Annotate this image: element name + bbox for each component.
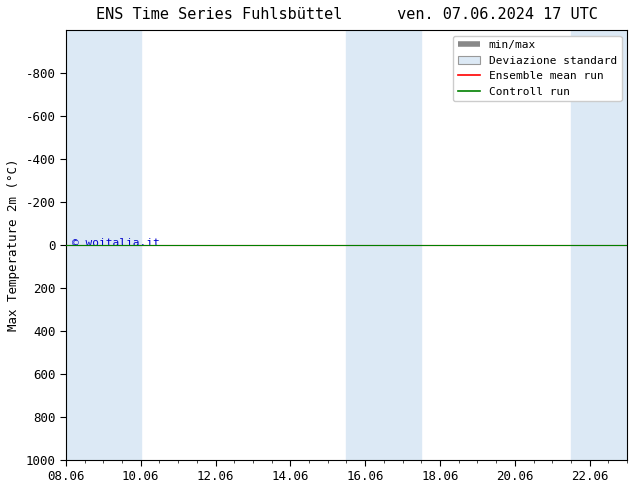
Title: ENS Time Series Fuhlsbüttel      ven. 07.06.2024 17 UTC: ENS Time Series Fuhlsbüttel ven. 07.06.2… [96, 7, 597, 22]
Bar [66, 30, 103, 460]
Bar [347, 30, 384, 460]
Legend: min/max, Deviazione standard, Ensemble mean run, Controll run: min/max, Deviazione standard, Ensemble m… [453, 36, 621, 101]
Text: © woitalia.it: © woitalia.it [72, 238, 159, 248]
Bar [609, 30, 627, 460]
Y-axis label: Max Temperature 2m (°C): Max Temperature 2m (°C) [7, 159, 20, 331]
Bar [103, 30, 141, 460]
Bar [571, 30, 609, 460]
Bar [384, 30, 422, 460]
